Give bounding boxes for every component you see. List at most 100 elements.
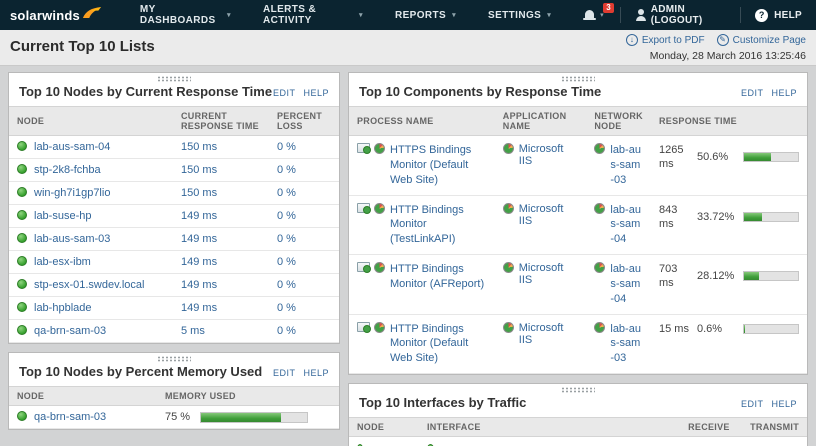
node-link[interactable]: lab-aus-sam-03 [34, 233, 111, 245]
process-name-link[interactable]: HTTP Bindings Monitor (AFReport) [390, 263, 485, 290]
help-link[interactable]: HELP [771, 88, 797, 98]
help-link[interactable]: HELP [303, 368, 329, 378]
percent-loss-value[interactable]: 0 % [277, 302, 296, 314]
node-response-row: lab-hpblade 149 ms 0 % [9, 296, 339, 320]
node-link[interactable]: stp-2k8-fchba [34, 164, 101, 176]
component-status-icon [374, 321, 385, 333]
node-status-icon [17, 256, 27, 266]
response-time-ms: 703 ms [659, 263, 678, 290]
node-link[interactable]: lab-aus-sam-04 [34, 141, 111, 153]
edit-link[interactable]: EDIT [740, 88, 764, 98]
help-link[interactable]: HELP [771, 399, 797, 410]
menu-my-dashboards[interactable]: MY DASHBOARDS [124, 0, 247, 30]
divider [740, 7, 742, 23]
response-time-value[interactable]: 149 ms [181, 302, 218, 314]
column-header-application-name: APPLICATION NAME [494, 106, 587, 136]
network-node-link[interactable]: lab-aus-sam-04 [610, 263, 641, 305]
process-name-link[interactable]: HTTP Bindings Monitor (TestLinkAPI) [390, 203, 464, 246]
edit-link[interactable]: EDIT [272, 88, 296, 98]
application-name-link[interactable]: Microsoft IIS [518, 202, 564, 227]
customize-page-link[interactable]: ✎ Customize Page [716, 34, 806, 46]
user-menu[interactable]: ADMIN (LOGOUT) [621, 0, 741, 30]
menu-label: ALERTS & ACTIVITY [262, 4, 317, 26]
percent-loss-value[interactable]: 0 % [277, 164, 296, 176]
solarwinds-logo[interactable]: solarwinds [0, 6, 112, 24]
panel-percent-memory-used: Top 10 Nodes by Percent Memory Used EDIT… [8, 352, 340, 430]
node-response-row: lab-aus-sam-04 150 ms 0 % [9, 135, 339, 159]
response-time-value[interactable]: 149 ms [181, 279, 218, 291]
nodes-response-table: NODE CURRENT RESPONSE TIME PERCENT LOSS … [9, 106, 339, 343]
component-row: HTTPS Bindings Monitor (Default Web Site… [349, 135, 807, 196]
menu-settings[interactable]: SETTINGS [472, 0, 567, 30]
response-time-value[interactable]: 150 ms [181, 187, 218, 199]
process-name-link[interactable]: HTTP Bindings Monitor (Default Web Site) [390, 322, 469, 365]
column-header-node: NODE [349, 417, 419, 438]
node-link[interactable]: stp-esx-01.swdev.local [34, 279, 145, 291]
application-name-link[interactable]: Microsoft IIS [518, 321, 564, 346]
process-name-link[interactable]: HTTPS Bindings Monitor (Default Web Site… [390, 144, 472, 186]
response-time-value[interactable]: 150 ms [181, 164, 218, 176]
application-name-link[interactable]: Microsoft IIS [518, 143, 564, 167]
percent-loss-value[interactable]: 0 % [277, 233, 296, 245]
node-link[interactable]: qa-brn-sam-03 [34, 325, 107, 337]
help-link[interactable]: HELP [303, 88, 329, 98]
response-time-value[interactable]: 5 ms [181, 325, 205, 337]
node-status-icon [17, 141, 27, 151]
node-link[interactable]: lab-esx-ibm [34, 256, 91, 268]
main-menu: MY DASHBOARDS ALERTS & ACTIVITY REPORTS … [124, 0, 567, 30]
percent-loss-value[interactable]: 0 % [277, 187, 296, 199]
column-header-memory-used: MEMORY USED [157, 386, 339, 406]
menu-label: SETTINGS [488, 9, 542, 21]
help-button[interactable]: ? HELP [741, 0, 816, 30]
percent-loss-value[interactable]: 0 % [277, 210, 296, 222]
application-name-link[interactable]: Microsoft IIS [518, 262, 564, 287]
edit-link[interactable]: EDIT [272, 368, 296, 378]
node-response-row: lab-suse-hp 149 ms 0 % [9, 204, 339, 228]
notifications-button[interactable]: 3 ▾ [567, 0, 620, 30]
node-link[interactable]: win-gh7i1gp7lio [34, 187, 111, 199]
network-node-status-icon [594, 262, 606, 274]
drag-handle[interactable] [157, 76, 191, 82]
page-header: Current Top 10 Lists ↓ Export to PDF ✎ C… [0, 30, 816, 66]
drag-handle[interactable] [561, 387, 595, 394]
percent-loss-value[interactable]: 0 % [277, 256, 296, 268]
user-icon [635, 9, 646, 21]
percent-loss-value[interactable]: 0 % [277, 325, 296, 337]
response-time-value[interactable]: 149 ms [181, 256, 218, 268]
node-link[interactable]: qa-brn-sam-03 [34, 411, 107, 423]
export-pdf-link[interactable]: ↓ Export to PDF [625, 34, 705, 46]
left-column: Top 10 Nodes by Current Response Time ED… [8, 72, 340, 430]
drag-handle[interactable] [157, 356, 191, 362]
response-time-percent: 33.72% [697, 210, 735, 223]
menu-label: MY DASHBOARDS [139, 4, 216, 26]
network-node-link[interactable]: lab-aus-sam-03 [610, 144, 641, 186]
node-status-icon [17, 302, 27, 312]
node-link[interactable]: lab-hpblade [34, 302, 92, 314]
response-time-value[interactable]: 150 ms [181, 141, 218, 153]
node-link[interactable]: lab-suse-hp [34, 210, 92, 222]
edit-link[interactable]: EDIT [740, 399, 764, 410]
response-time-ms: 15 ms [659, 322, 689, 335]
panel-interfaces-traffic: Top 10 Interfaces by Traffic EDIT HELP N… [348, 383, 808, 446]
node-response-row: lab-esx-ibm 149 ms 0 % [9, 250, 339, 274]
panel-title: Top 10 Nodes by Percent Memory Used [19, 364, 263, 379]
response-time-value[interactable]: 149 ms [181, 233, 218, 245]
menu-reports[interactable]: REPORTS [379, 0, 472, 30]
percent-loss-value[interactable]: 0 % [277, 141, 296, 153]
network-node-link[interactable]: lab-aus-sam-03 [610, 322, 641, 365]
drag-handle[interactable] [561, 76, 595, 82]
column-header-interface: INTERFACE [419, 417, 681, 438]
menu-label: REPORTS [394, 9, 447, 21]
node-status-icon [17, 210, 27, 220]
application-status-icon [502, 262, 514, 274]
node-response-row: win-gh7i1gp7lio 150 ms 0 % [9, 181, 339, 205]
network-node-link[interactable]: lab-aus-sam-04 [610, 203, 641, 246]
response-time-percent: 0.6% [697, 322, 723, 335]
notification-count-badge: 3 [603, 3, 614, 13]
menu-alerts-activity[interactable]: ALERTS & ACTIVITY [247, 0, 379, 30]
nav-right-group: 3 ▾ ADMIN (LOGOUT) ? HELP [567, 0, 816, 30]
response-time-value[interactable]: 149 ms [181, 210, 218, 222]
node-response-row: stp-2k8-fchba 150 ms 0 % [9, 158, 339, 182]
percent-loss-value[interactable]: 0 % [277, 279, 296, 291]
export-pdf-label: Export to PDF [641, 34, 705, 46]
